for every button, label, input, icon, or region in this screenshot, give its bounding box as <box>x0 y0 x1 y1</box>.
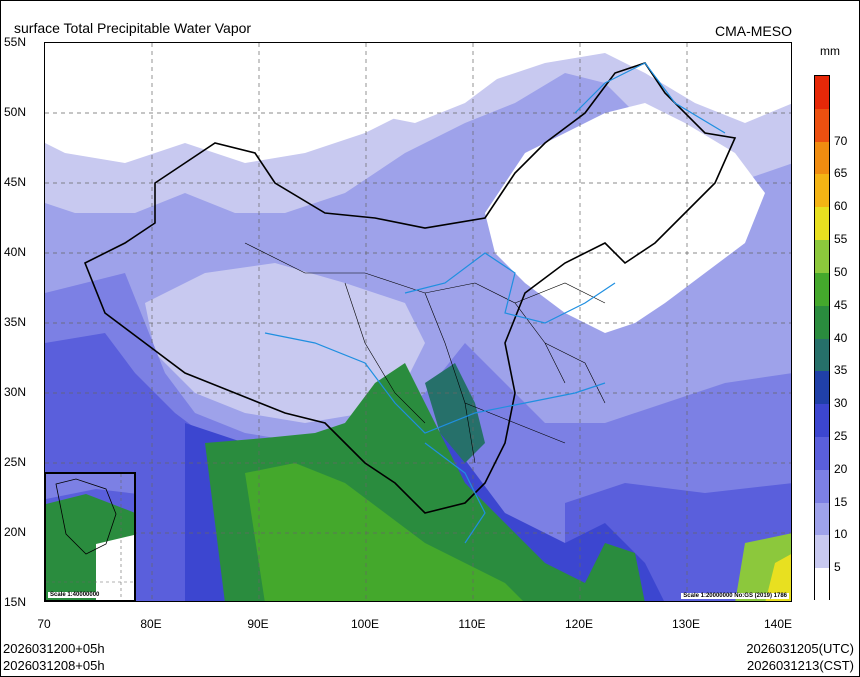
lon-label: 110E <box>458 617 486 631</box>
colorbar-segment <box>815 141 829 175</box>
lon-label: 80E <box>140 617 162 631</box>
init-time-cst: 2026031208+05h <box>3 658 105 673</box>
field-white-mongolia <box>345 53 505 123</box>
lat-label: 55N <box>4 35 27 49</box>
inset-svg <box>46 474 134 600</box>
colorbar-tick-label: 40 <box>834 330 848 345</box>
colorbar-tick-label: 70 <box>834 133 848 148</box>
valid-time-cst: 2026031213(CST) <box>747 658 854 673</box>
colorbar-segment <box>815 240 829 273</box>
lat-label: 45N <box>4 175 27 189</box>
rivers <box>264 62 726 544</box>
lat-label: 40N <box>4 245 27 259</box>
colorbar-segment <box>815 272 829 306</box>
colorbar-tick-label: 55 <box>834 232 848 247</box>
field-white-northeast <box>485 103 765 333</box>
lat-label: 35N <box>4 315 27 329</box>
colorbar-tick-label: 20 <box>834 461 848 476</box>
lat-label: 50N <box>4 105 27 119</box>
main-scale-note: Scale 1:20000000 No:GS (2019) 1786 <box>681 593 789 599</box>
colorbar-tick-label: 5 <box>834 560 841 575</box>
colorbar <box>814 75 830 601</box>
colorbar-tick-label: 65 <box>834 166 848 181</box>
map-panel: Scale 1:20000000 No:GS (2019) 1786 <box>44 42 792 602</box>
lat-label: 15N <box>4 595 27 609</box>
lat-label: 30N <box>4 385 27 399</box>
colorbar-segment <box>815 108 829 142</box>
model-name: CMA-MESO <box>715 23 792 39</box>
colorbar-unit: mm <box>820 44 840 58</box>
inset-map: Scale 1:40000000 <box>44 472 136 602</box>
colorbar-tick-label: 10 <box>834 527 848 542</box>
graticule <box>45 43 791 601</box>
colorbar-segment <box>815 371 829 405</box>
map-svg <box>45 43 791 601</box>
colorbar-segment <box>815 207 829 241</box>
colorbar-tick-label: 60 <box>834 199 848 214</box>
china-border <box>83 62 737 514</box>
lon-label: 100E <box>350 617 380 631</box>
colorbar-segment <box>815 404 829 437</box>
colorbar-segment <box>815 568 829 601</box>
colorbar-segment <box>815 436 829 470</box>
field-yellow <box>765 554 791 601</box>
init-time: 2026031200+05h <box>3 641 105 656</box>
colorbar-segment <box>815 174 829 208</box>
colorbar-segment <box>815 305 829 339</box>
field-plateau <box>145 263 425 423</box>
colorbar-tick-label: 35 <box>834 363 848 378</box>
colorbar-segment <box>815 338 829 372</box>
colorbar-tick-label: 45 <box>834 297 848 312</box>
colorbar-segment <box>815 469 829 503</box>
lon-label: 90E <box>247 617 269 631</box>
map-title: surface Total Precipitable Water Vapor <box>14 20 252 36</box>
lon-label: 140E <box>763 617 793 631</box>
lon-label: 120E <box>564 617 594 631</box>
valid-time-utc: 2026031205(UTC) <box>746 641 854 656</box>
lat-label: 20N <box>4 525 27 539</box>
colorbar-tick-label: 15 <box>834 494 848 509</box>
lat-label: 25N <box>4 455 27 469</box>
field-teal <box>425 363 485 463</box>
inset-scale-note: Scale 1:40000000 <box>48 592 102 598</box>
colorbar-segment <box>815 502 829 536</box>
colorbar-segment <box>815 76 829 109</box>
province-lines <box>244 242 606 464</box>
field-lightgreen <box>245 463 523 601</box>
colorbar-segment <box>815 535 829 569</box>
lon-label: 70 <box>37 617 51 631</box>
colorbar-tick-label: 30 <box>834 396 848 411</box>
colorbar-tick-label: 25 <box>834 428 848 443</box>
colorbar-tick-label: 50 <box>834 264 848 279</box>
lon-label: 130E <box>671 617 701 631</box>
